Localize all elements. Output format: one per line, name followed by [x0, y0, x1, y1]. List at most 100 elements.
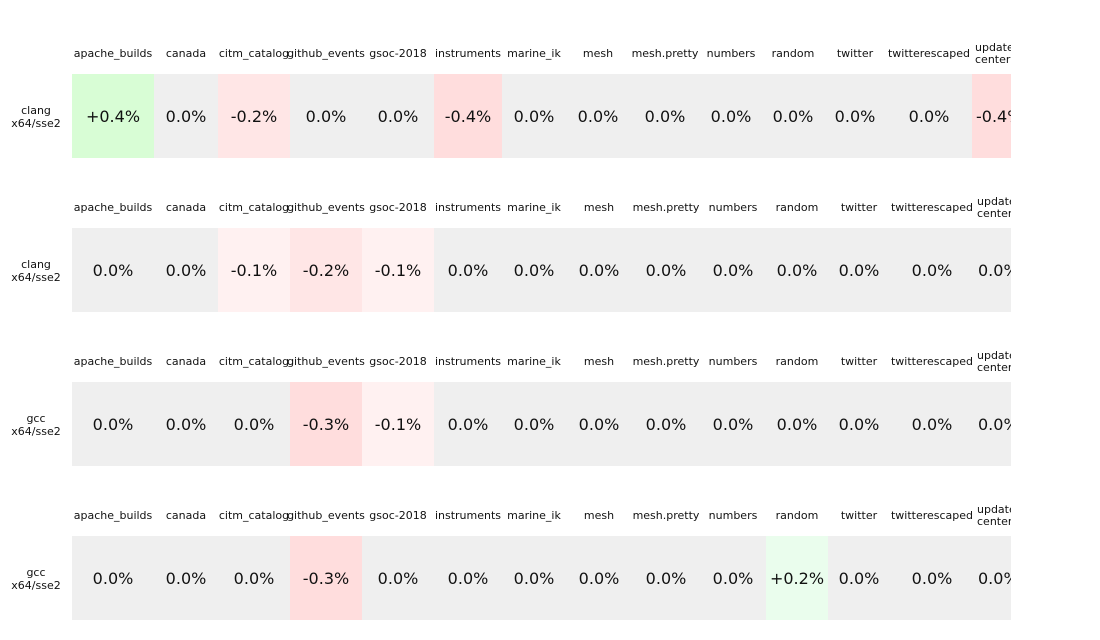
table-column: apache_builds +0.4%: [72, 34, 154, 162]
value-cell: 0.0%: [828, 536, 890, 620]
table-column: random 0.0%: [766, 188, 828, 316]
row-label-compiler: gcc: [26, 566, 46, 579]
value-label: 0.0%: [165, 568, 207, 588]
value-cell: 0.0%: [630, 74, 700, 158]
value-cell: 0.0%: [502, 74, 566, 158]
table-column: mesh.pretty 0.0%: [632, 188, 700, 316]
column-header: gsoc-2018: [369, 509, 427, 522]
value-label: 0.0%: [911, 414, 953, 434]
column-header: twitter: [836, 47, 874, 60]
value-label: -0.4%: [444, 106, 492, 126]
value-cell: 0.0%: [762, 74, 824, 158]
column-header-line: center: [977, 361, 1011, 374]
table-column: twitterescaped 0.0%: [890, 188, 974, 316]
table-panel: clang x64/sse2 apache_builds 0.0% canada 0.0%…: [0, 164, 1100, 314]
value-cell: 0.0%: [566, 536, 632, 620]
value-cell: 0.0%: [362, 536, 434, 620]
column-header: marine_ik: [507, 509, 561, 522]
value-label: 0.0%: [447, 260, 489, 280]
table-column: citm_catalog 0.0%: [218, 496, 290, 624]
value-label: -0.3%: [302, 414, 350, 434]
value-label: 0.0%: [165, 260, 207, 280]
value-label: 0.0%: [911, 568, 953, 588]
column-header: mesh.pretty: [632, 509, 700, 522]
value-label: -0.1%: [230, 260, 278, 280]
column-header: instruments: [434, 355, 502, 368]
value-label: 0.0%: [447, 568, 489, 588]
column-header: gsoc-2018: [369, 47, 427, 60]
value-cell: 0.0%: [566, 382, 632, 466]
value-label: 0.0%: [92, 260, 134, 280]
value-label: 0.0%: [578, 568, 620, 588]
value-cell: 0.0%: [700, 228, 766, 312]
column-header: github_events: [287, 47, 365, 60]
column-header: mesh: [583, 201, 615, 214]
value-label: 0.0%: [834, 106, 876, 126]
column-header: github_events: [287, 201, 365, 214]
table-column: github_events -0.3%: [287, 496, 365, 624]
value-label: 0.0%: [838, 414, 880, 434]
column-header: citm_catalog: [218, 47, 290, 60]
table-column: apache_builds 0.0%: [72, 342, 154, 470]
column-header: apache_builds: [73, 201, 153, 214]
value-cell: 0.0%: [154, 74, 218, 158]
column-header: citm_catalog: [218, 509, 290, 522]
value-cell: 0.0%: [434, 536, 502, 620]
value-label: 0.0%: [165, 414, 207, 434]
value-cell: 0.0%: [566, 228, 632, 312]
value-label: 0.0%: [645, 568, 687, 588]
value-cell: 0.0%: [974, 228, 1011, 312]
value-cell: 0.0%: [824, 74, 886, 158]
row-label: clang x64/sse2: [0, 256, 72, 286]
column-header: mesh.pretty: [632, 201, 700, 214]
column-header-line: update: [977, 195, 1011, 208]
table-column: marine_ik 0.0%: [502, 34, 566, 162]
table-column: mesh 0.0%: [566, 342, 632, 470]
table-column: instruments 0.0%: [434, 188, 502, 316]
value-label: 0.0%: [92, 568, 134, 588]
value-cell: -0.3%: [290, 382, 362, 466]
value-cell: -0.1%: [362, 382, 434, 466]
table-column: twitter 0.0%: [824, 34, 886, 162]
row-label: gcc x64/sse2: [0, 564, 72, 594]
value-cell: 0.0%: [632, 536, 700, 620]
column-header: marine_ik: [507, 47, 561, 60]
row-label: clang x64/sse2: [0, 102, 72, 132]
table-column: random +0.2%: [766, 496, 828, 624]
column-header: gsoc-2018: [369, 355, 427, 368]
column-header: twitter: [840, 201, 878, 214]
column-header: apache_builds: [73, 355, 153, 368]
row-label-compiler: clang: [21, 258, 51, 271]
table-column: random 0.0%: [766, 342, 828, 470]
value-label: 0.0%: [578, 260, 620, 280]
column-header: twitter: [840, 509, 878, 522]
table-column: mesh 0.0%: [566, 496, 632, 624]
value-cell: 0.0%: [502, 228, 566, 312]
column-header: marine_ik: [507, 201, 561, 214]
value-label: 0.0%: [577, 106, 619, 126]
table-column: marine_ik 0.0%: [502, 342, 566, 470]
value-label: -0.2%: [230, 106, 278, 126]
table-body: apache_builds 0.0% canada 0.0% citm_catalog -…: [72, 188, 1011, 316]
value-cell: 0.0%: [890, 536, 974, 620]
value-cell: 0.0%: [290, 74, 362, 158]
table-column: instruments -0.4%: [434, 34, 502, 162]
table-column: citm_catalog -0.2%: [218, 34, 290, 162]
table-column: numbers 0.0%: [700, 496, 766, 624]
value-cell: -0.2%: [218, 74, 290, 158]
column-header: canada: [165, 201, 207, 214]
table-column: gsoc-2018 0.0%: [362, 34, 434, 162]
value-label: 0.0%: [776, 260, 818, 280]
value-label: 0.0%: [92, 414, 134, 434]
value-label: -0.4%: [976, 106, 1011, 126]
column-header: citm_catalog: [218, 355, 290, 368]
value-label: 0.0%: [710, 106, 752, 126]
value-cell: -0.2%: [290, 228, 362, 312]
column-header: github_events: [287, 509, 365, 522]
value-cell: 0.0%: [700, 382, 766, 466]
table-column: github_events -0.2%: [287, 188, 365, 316]
value-label: 0.0%: [513, 414, 555, 434]
